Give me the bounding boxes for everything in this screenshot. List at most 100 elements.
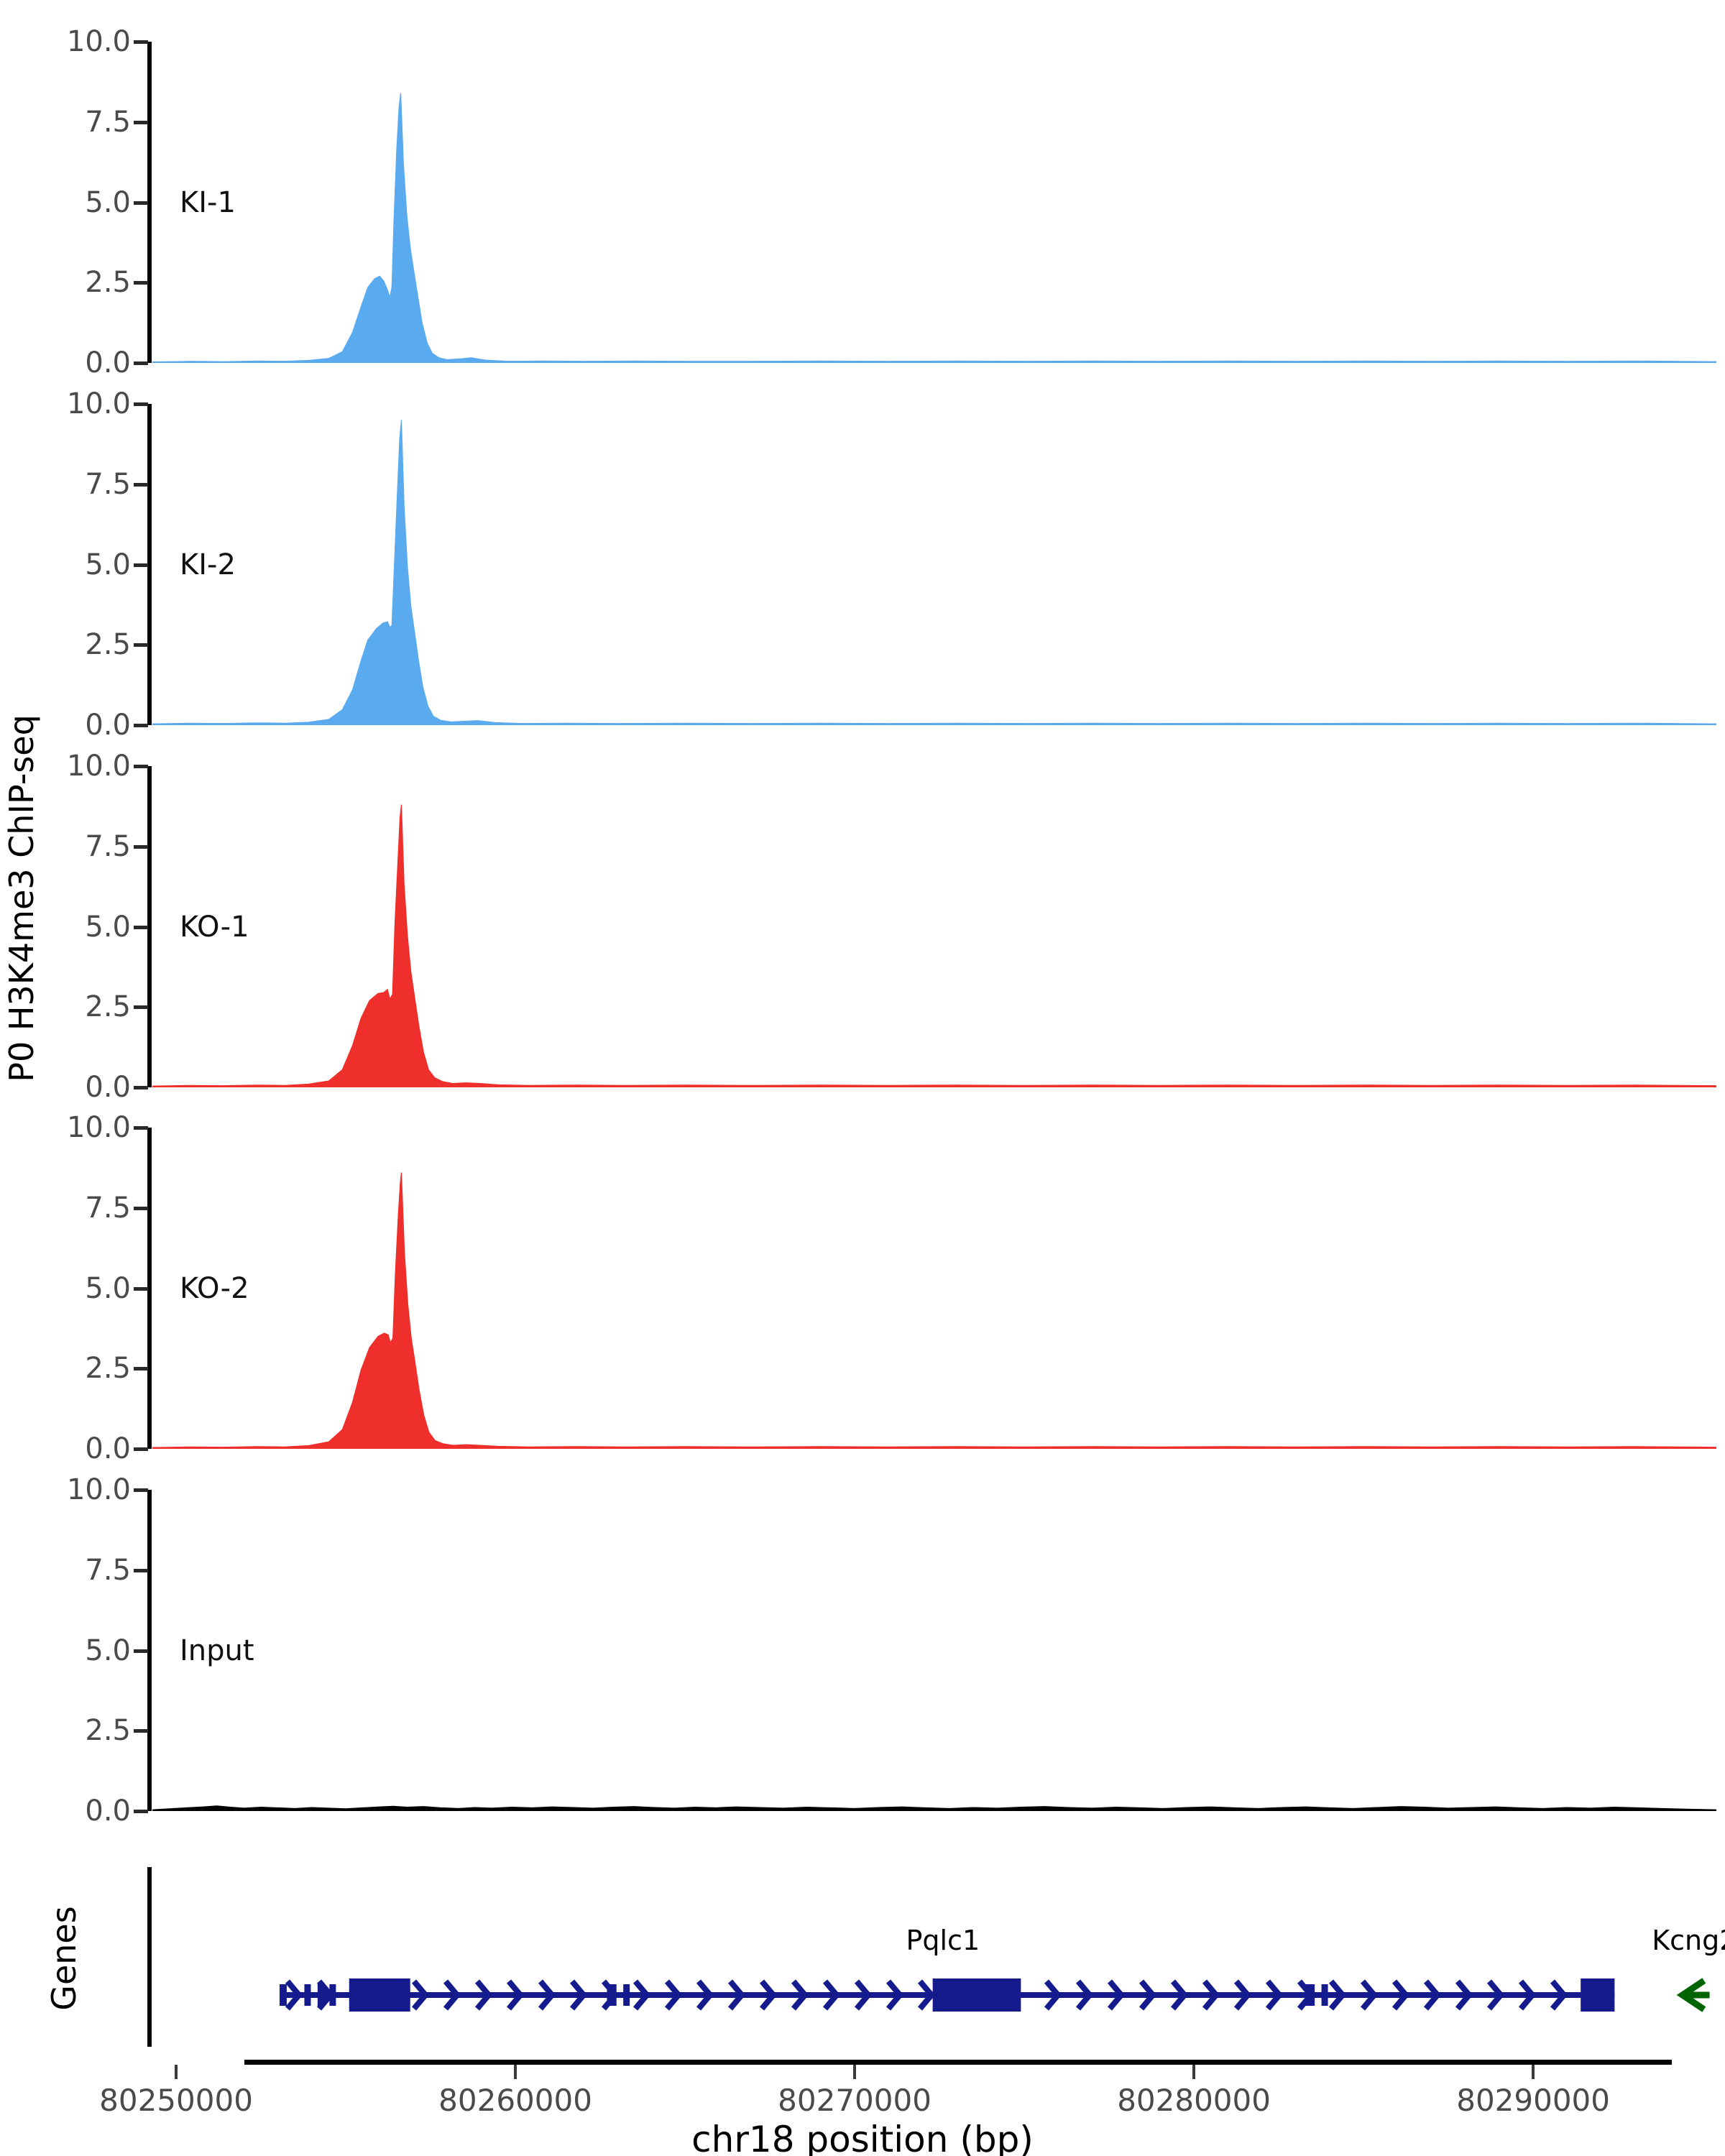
gene-strand-arrow <box>1518 1979 1537 2011</box>
y-tick <box>134 120 148 124</box>
gene-strand-arrow <box>1138 1979 1157 2011</box>
y-tick-label: 5.0 <box>85 1634 131 1667</box>
track-name-label: KO-2 <box>180 1271 249 1305</box>
y-tick <box>134 1447 148 1451</box>
signal-svg <box>152 93 1716 363</box>
gene-exon[interactable] <box>317 1984 324 2006</box>
track-name-label: KO-1 <box>180 910 249 944</box>
y-tick <box>134 844 148 849</box>
signal-plot-area[interactable] <box>152 1490 1716 1811</box>
y-tick-label: 0.0 <box>85 1795 131 1828</box>
gene-strand-arrow <box>664 1979 683 2011</box>
gene-strand-arrow <box>538 1979 556 2011</box>
gene-strand-arrow <box>727 1979 746 2011</box>
y-tick <box>134 40 148 44</box>
gene-strand-arrow <box>1265 1979 1284 2011</box>
gene-name-label-kcng2: Kcng2 <box>1652 1925 1725 1956</box>
x-axis-label: chr18 position (bp) <box>691 2119 1034 2156</box>
gene-exon[interactable] <box>329 1984 336 2006</box>
track-name-label: KI-1 <box>180 185 236 219</box>
x-tick <box>1192 2065 1196 2079</box>
y-tick-label: 5.0 <box>85 1271 131 1305</box>
y-tick-label: 5.0 <box>85 548 131 581</box>
gene-strand-arrow <box>822 1979 841 2011</box>
gene-strand-arrow <box>1423 1979 1442 2011</box>
y-tick-label: 7.5 <box>85 829 131 863</box>
y-tick <box>134 1488 148 1492</box>
gene-exon[interactable] <box>607 1984 617 2006</box>
signal-svg <box>152 804 1716 1087</box>
y-tick-label: 7.5 <box>85 1553 131 1587</box>
gene-strand-arrow <box>285 1979 303 2011</box>
y-tick-label: 10.0 <box>66 750 131 783</box>
gene-exon[interactable] <box>1305 1984 1315 2006</box>
y-tick <box>134 1126 148 1130</box>
y-tick-label: 10.0 <box>66 1473 131 1506</box>
gene-strand-arrow <box>1202 1979 1220 2011</box>
gene-strand-arrow <box>791 1979 809 2011</box>
gene-strand-arrow <box>569 1979 588 2011</box>
y-axis-spine <box>147 1128 152 1449</box>
gene-strand-arrow <box>1360 1979 1379 2011</box>
y-tick-label: 2.5 <box>85 990 131 1024</box>
x-axis-line <box>244 2060 1672 2065</box>
gene-strand-arrow <box>411 1979 430 2011</box>
y-tick-label: 0.0 <box>85 1071 131 1104</box>
y-tick <box>134 201 148 205</box>
x-tick <box>1532 2065 1535 2079</box>
genes-track-area[interactable] <box>152 1867 1716 2047</box>
signal-plot-area[interactable] <box>152 1128 1716 1449</box>
signal-area-ko-1 <box>152 804 1716 1087</box>
signal-svg <box>152 1172 1716 1449</box>
gene-exon[interactable] <box>280 1984 287 2006</box>
signal-track-ko-2: 0.0 2.5 5.0 7.5 10.0 KO-2 <box>0 1111 1725 1465</box>
x-tick <box>853 2065 857 2079</box>
y-tick <box>134 1005 148 1010</box>
gene-exon[interactable] <box>623 1984 630 2006</box>
gene-strand-arrow <box>1075 1979 1094 2011</box>
y-tick-label: 0.0 <box>85 709 131 742</box>
y-tick-label: 10.0 <box>66 25 131 58</box>
gene-exon[interactable] <box>1581 1978 1615 2012</box>
y-tick-label: 2.5 <box>85 1714 131 1748</box>
gene-strand-arrow <box>759 1979 778 2011</box>
gene-strand-arrow <box>443 1979 461 2011</box>
y-tick <box>134 1810 148 1813</box>
signal-track-ki-2: 0.0 2.5 5.0 7.5 10.0 KI-2 <box>0 387 1725 742</box>
signal-plot-area[interactable] <box>152 404 1716 725</box>
gene-exon[interactable] <box>1321 1984 1328 2006</box>
y-tick <box>134 361 148 365</box>
y-tick <box>134 643 148 648</box>
gene-strand-arrow <box>854 1979 873 2011</box>
y-tick-label: 2.5 <box>85 1352 131 1386</box>
x-tick-label: 80270000 <box>778 2083 932 2118</box>
gene-strand-arrow <box>1107 1979 1126 2011</box>
genes-axis-spine <box>147 1867 152 2047</box>
gene-strand-arrow <box>1233 1979 1252 2011</box>
y-tick <box>134 1729 148 1733</box>
gene-strand-arrow <box>1392 1979 1410 2011</box>
gene-exon[interactable] <box>304 1984 311 2006</box>
y-tick <box>134 925 148 929</box>
y-tick-label: 0.0 <box>85 346 131 379</box>
y-tick <box>134 281 148 285</box>
y-tick-label: 5.0 <box>85 910 131 944</box>
signal-plot-area[interactable] <box>152 766 1716 1087</box>
gene-exon[interactable] <box>349 1978 410 2012</box>
y-tick <box>134 724 148 727</box>
signal-svg <box>152 420 1716 725</box>
signal-track-ko-1: 0.0 2.5 5.0 7.5 10.0 KO-1 <box>0 750 1725 1104</box>
x-tick-label: 80260000 <box>438 2083 592 2118</box>
signal-svg <box>152 1805 1716 1811</box>
gene-exon[interactable] <box>932 1978 1021 2012</box>
y-tick-label: 0.0 <box>85 1432 131 1465</box>
y-tick-label: 7.5 <box>85 467 131 501</box>
y-tick-label: 2.5 <box>85 628 131 662</box>
gene-strand-arrow <box>1455 1979 1473 2011</box>
y-axis-spine <box>147 404 152 725</box>
x-tick-label: 80250000 <box>99 2083 253 2118</box>
signal-plot-area[interactable] <box>152 42 1716 363</box>
signal-area-ki-2 <box>152 420 1716 725</box>
y-tick <box>134 1086 148 1089</box>
